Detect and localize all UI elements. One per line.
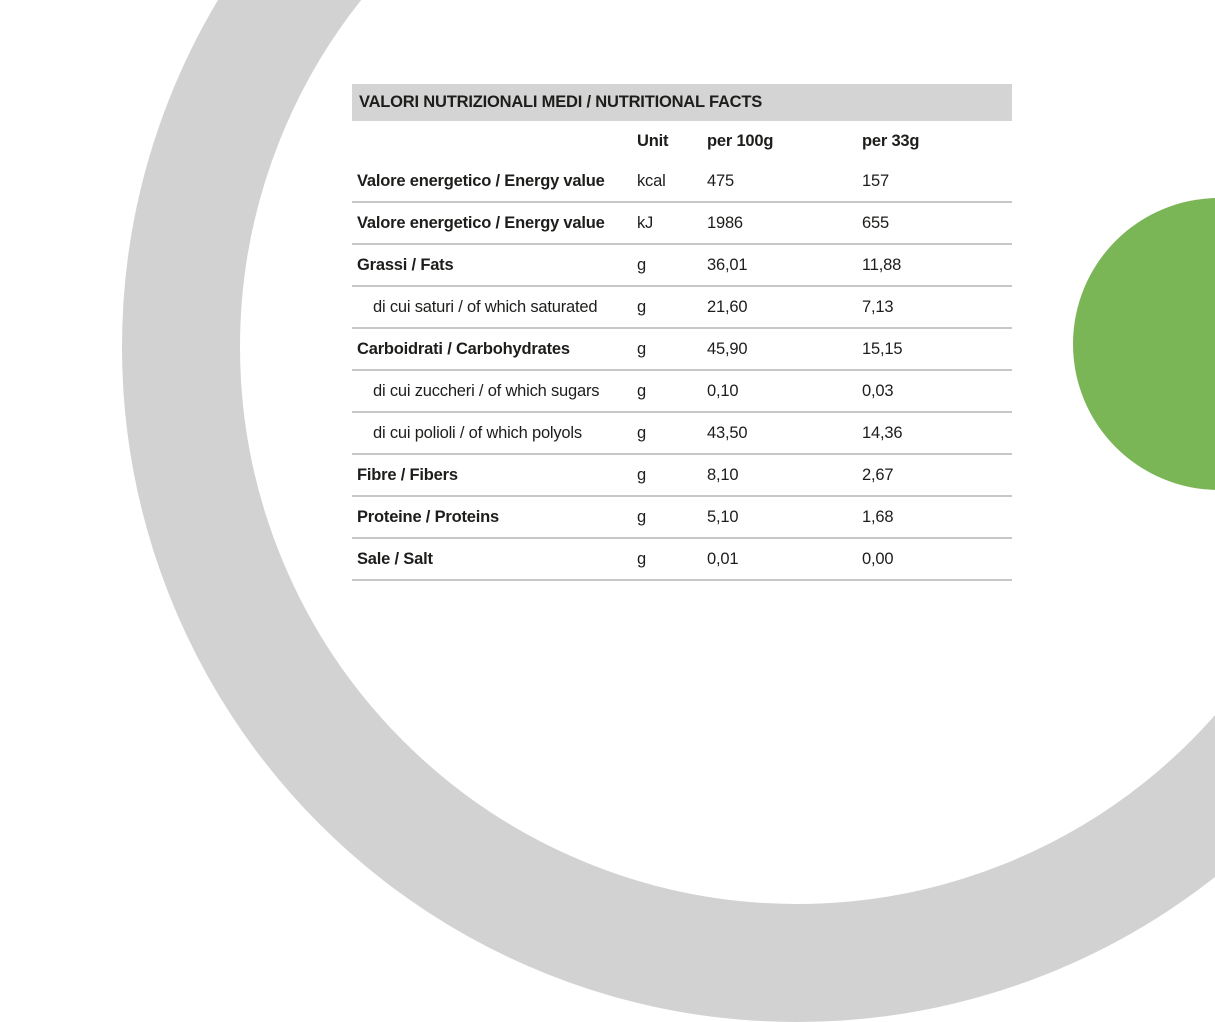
cell-unit: g [637, 507, 646, 526]
cell-per100: 475 [707, 171, 734, 190]
cell-per100: 1986 [707, 213, 743, 232]
cell-label: di cui zuccheri / of which sugars [373, 381, 600, 400]
cell-per33: 0,00 [862, 549, 894, 568]
cell-label: Grassi / Fats [357, 255, 454, 274]
cell-per33: 2,67 [862, 465, 894, 484]
cell-unit: g [637, 297, 646, 316]
nutrition-facts-table: VALORI NUTRIZIONALI MEDI / NUTRITIONAL F… [352, 84, 1012, 581]
column-header-per33g: per 33g [862, 131, 920, 150]
table-row: Proteine / Proteins g 5,10 1,68 [352, 497, 1012, 539]
cell-per33: 14,36 [862, 423, 903, 442]
cell-per33: 655 [862, 213, 889, 232]
table-title-band: VALORI NUTRIZIONALI MEDI / NUTRITIONAL F… [352, 84, 1012, 121]
column-header-row: Unit per 100g per 33g [352, 121, 1012, 161]
cell-unit: g [637, 465, 646, 484]
table-row: Sale / Salt g 0,01 0,00 [352, 539, 1012, 581]
cell-label: Valore energetico / Energy value [357, 213, 605, 232]
cell-label: Proteine / Proteins [357, 507, 499, 526]
table-row: di cui saturi / of which saturated g 21,60… [352, 287, 1012, 329]
cell-per33: 0,03 [862, 381, 894, 400]
cell-per33: 1,68 [862, 507, 894, 526]
table-row: Valore energetico / Energy value kcal 475 1… [352, 161, 1012, 203]
cell-unit: g [637, 549, 646, 568]
cell-per100: 0,01 [707, 549, 739, 568]
cell-unit: g [637, 255, 646, 274]
cell-unit: g [637, 381, 646, 400]
cell-per100: 8,10 [707, 465, 739, 484]
cell-unit: g [637, 339, 646, 358]
cell-unit: g [637, 423, 646, 442]
column-header-unit: Unit [637, 131, 669, 150]
cell-per100: 45,90 [707, 339, 748, 358]
cell-label: Fibre / Fibers [357, 465, 458, 484]
table-title: VALORI NUTRIZIONALI MEDI / NUTRITIONAL F… [359, 93, 763, 111]
cell-label: di cui saturi / of which saturated [373, 297, 598, 316]
table-row: Valore energetico / Energy value kJ 1986 65… [352, 203, 1012, 245]
cell-per100: 0,10 [707, 381, 739, 400]
cell-per100: 36,01 [707, 255, 748, 274]
cell-per33: 11,88 [862, 255, 902, 274]
cell-unit: kcal [637, 171, 666, 190]
cell-label: Valore energetico / Energy value [357, 171, 605, 190]
nutrition-table-body: Valore energetico / Energy value kcal 475 1… [352, 161, 1012, 581]
cell-unit: kJ [637, 213, 654, 232]
cell-label: Sale / Salt [357, 549, 433, 568]
cell-per33: 15,15 [862, 339, 903, 358]
cell-per100: 43,50 [707, 423, 748, 442]
cell-label: Carboidrati / Carbohydrates [357, 339, 570, 358]
table-row: Grassi / Fats g 36,01 11,88 [352, 245, 1012, 287]
table-row: Carboidrati / Carbohydrates g 45,90 15,15 [352, 329, 1012, 371]
column-header-per100g: per 100g [707, 131, 774, 150]
table-row: di cui zuccheri / of which sugars g 0,10 0,… [352, 371, 1012, 413]
table-row: Fibre / Fibers g 8,10 2,67 [352, 455, 1012, 497]
cell-per33: 7,13 [862, 297, 894, 316]
cell-label: di cui polioli / of which polyols [373, 423, 582, 442]
cell-per100: 5,10 [707, 507, 739, 526]
cell-per100: 21,60 [707, 297, 748, 316]
cell-per33: 157 [862, 171, 889, 190]
table-row: di cui polioli / of which polyols g 43,50 1… [352, 413, 1012, 455]
